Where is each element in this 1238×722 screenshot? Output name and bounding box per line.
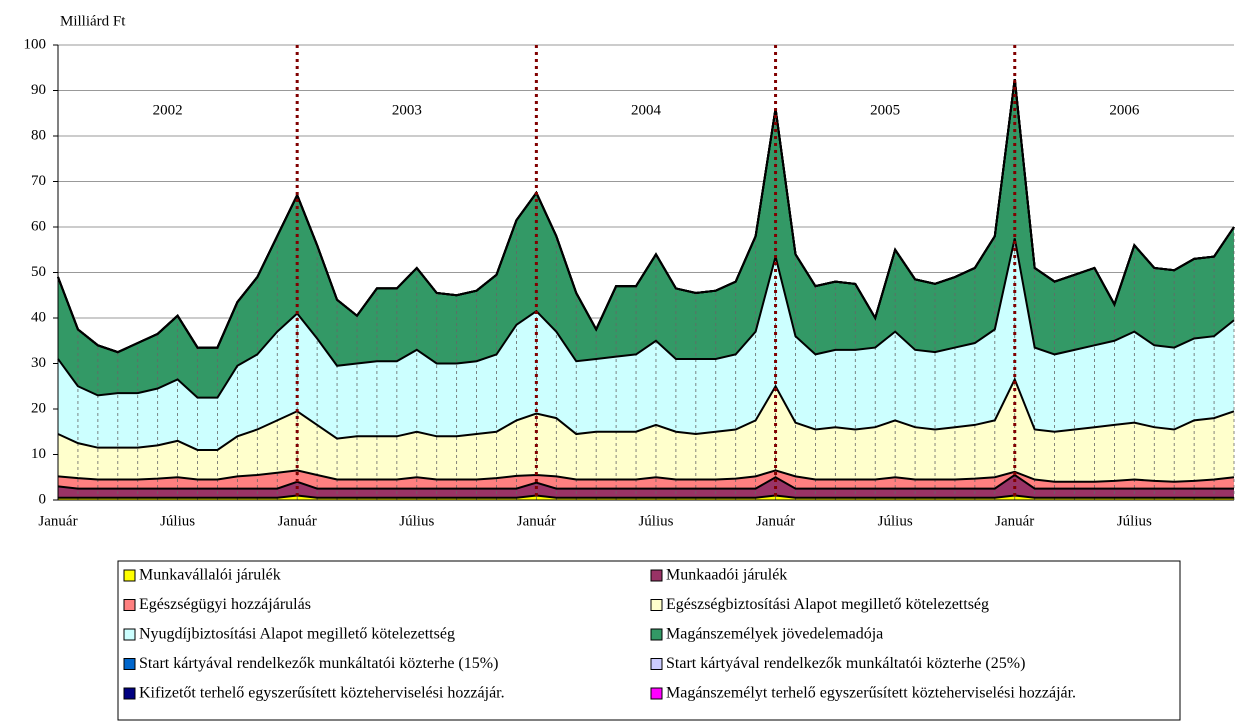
area-fill xyxy=(58,238,1234,450)
x-tick-label: Január xyxy=(278,513,317,529)
legend-label: Munkaadói járulék xyxy=(666,567,787,584)
y-tick-label: 40 xyxy=(31,309,46,325)
legend-swatch xyxy=(123,687,136,700)
area-line xyxy=(57,78,1235,354)
x-tick-label: Január xyxy=(38,513,77,529)
y-tick-label: 50 xyxy=(31,264,46,280)
x-tick-label: Július xyxy=(160,513,195,529)
area-fill xyxy=(58,474,1234,498)
area-fill xyxy=(58,379,1234,482)
legend-swatch xyxy=(123,628,136,641)
y-tick-label: 10 xyxy=(31,446,46,462)
y-tick-label: 100 xyxy=(24,36,47,52)
x-tick-label: Július xyxy=(399,513,434,529)
legend-swatch xyxy=(123,658,136,670)
x-tick-label: Január xyxy=(756,513,795,529)
legend-swatch xyxy=(650,599,663,611)
legend-swatch xyxy=(650,687,663,700)
legend-label: Kifizetőt terhelő egyszerűsített köztehe… xyxy=(139,685,505,702)
year-label: 2004 xyxy=(631,102,662,118)
x-tick-label: Január xyxy=(995,513,1034,529)
year-label: 2002 xyxy=(153,102,183,118)
legend-label: Egészségügyi hozzájárulás xyxy=(139,596,311,613)
legend-label: Magánszemélyek jövedelemadója xyxy=(666,626,883,643)
legend-label: Nyugdíjbiztosítási Alapot megillető köte… xyxy=(139,626,455,643)
x-tick-label: Július xyxy=(638,513,673,529)
x-tick-label: Július xyxy=(1117,513,1152,529)
area-line xyxy=(57,469,1235,483)
legend-label: Magánszemélyt terhelő egyszerűsített köz… xyxy=(666,685,1076,702)
area-line xyxy=(57,473,1234,490)
legend-box xyxy=(117,560,1181,721)
legend-swatch xyxy=(650,569,663,582)
y-tick-label: 70 xyxy=(31,173,46,189)
x-tick-label: Január xyxy=(517,513,556,529)
y-axis-title: Milliárd Ft xyxy=(60,13,126,29)
legend-swatch xyxy=(123,599,136,611)
legend-label: Start kártyával rendelkezők munkáltatói … xyxy=(139,655,498,672)
y-tick-label: 80 xyxy=(31,127,46,143)
legend-label: Egészségbiztosítási Alapot megillető köt… xyxy=(666,596,989,613)
y-tick-label: 0 xyxy=(39,491,47,507)
area-fill xyxy=(58,470,1234,489)
y-tick-label: 60 xyxy=(31,218,46,234)
x-tick-label: Július xyxy=(878,513,913,529)
area-line xyxy=(57,238,1235,399)
year-label: 2006 xyxy=(1109,102,1140,118)
legend-label: Munkavállalói járulék xyxy=(139,567,281,584)
area-fill xyxy=(58,79,1234,398)
area-line xyxy=(58,494,1234,499)
y-tick-label: 20 xyxy=(31,400,46,416)
legend-swatch xyxy=(650,658,663,670)
legend-swatch xyxy=(123,569,136,582)
year-label: 2003 xyxy=(392,102,422,118)
y-tick-label: 30 xyxy=(31,355,46,371)
legend-swatch xyxy=(650,628,663,641)
year-label: 2005 xyxy=(870,102,900,118)
area-line xyxy=(57,376,1235,451)
legend-label: Start kártyával rendelkezők munkáltatói … xyxy=(666,655,1025,672)
y-tick-label: 90 xyxy=(31,82,46,98)
